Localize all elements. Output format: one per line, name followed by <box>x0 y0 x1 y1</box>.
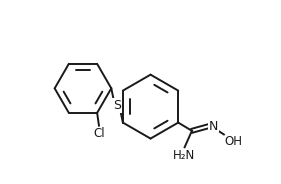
Text: N: N <box>209 120 218 133</box>
Text: OH: OH <box>224 135 242 148</box>
Text: S: S <box>113 99 121 112</box>
Text: Cl: Cl <box>93 128 105 140</box>
Text: H₂N: H₂N <box>173 149 195 162</box>
